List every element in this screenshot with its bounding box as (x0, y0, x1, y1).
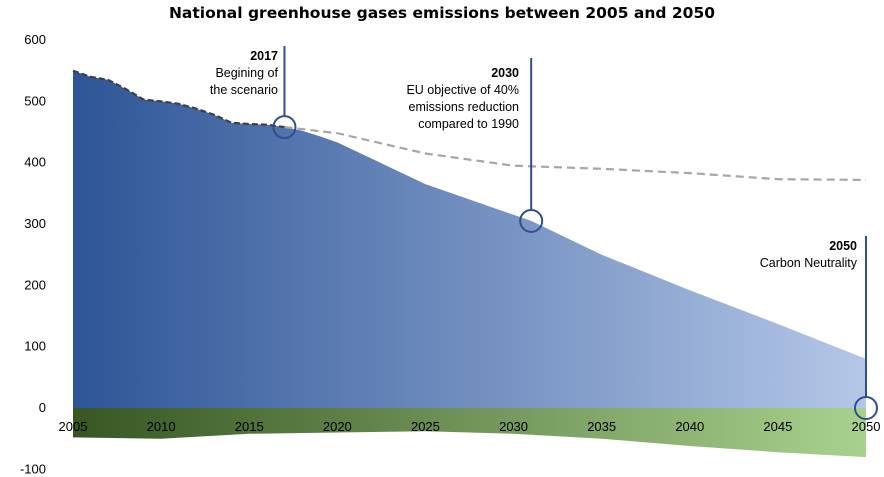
blue-emissions-area (73, 70, 866, 408)
annotation-year: 2017 (250, 49, 278, 63)
annotation-text: Carbon Neutrality (760, 256, 858, 270)
x-tick-label: 2020 (323, 419, 352, 434)
y-tick-label: 100 (24, 339, 46, 354)
annotation-text: emissions reduction (409, 100, 520, 114)
x-tick-label: 2025 (411, 419, 440, 434)
annotation-year: 2030 (491, 66, 519, 80)
annotation-marker-circle (519, 208, 544, 233)
y-tick-label: 0 (39, 400, 46, 415)
y-tick-label: 400 (24, 155, 46, 170)
x-tick-label: 2045 (763, 419, 792, 434)
chart-title: National greenhouse gases emissions betw… (168, 4, 716, 22)
annotation-marker-circle (854, 396, 878, 420)
annotation-text: compared to 1990 (418, 117, 519, 131)
x-tick-label: 2005 (59, 419, 88, 434)
x-tick-label: 2030 (499, 419, 528, 434)
x-tick-label: 2015 (235, 419, 264, 434)
annotation-text: the scenario (210, 83, 278, 97)
baseline-dashed-line (284, 126, 867, 181)
annotation-text: EU objective of 40% (406, 83, 519, 97)
x-tick-label: 2040 (675, 419, 704, 434)
annotation-text: Begining of (215, 66, 278, 80)
y-tick-label: -100 (20, 461, 46, 476)
y-tick-label: 300 (24, 216, 46, 231)
y-tick-label: 500 (24, 93, 46, 108)
x-tick-label: 2035 (587, 419, 616, 434)
annotation-year: 2050 (829, 239, 857, 253)
x-tick-label: 2050 (852, 419, 881, 434)
historical-dashed-line (72, 69, 285, 129)
x-tick-label: 2010 (147, 419, 176, 434)
annotation-marker-circle (272, 115, 297, 140)
y-tick-label: 600 (24, 32, 46, 47)
green-absorption-area (73, 408, 866, 458)
y-tick-label: 200 (24, 277, 46, 292)
